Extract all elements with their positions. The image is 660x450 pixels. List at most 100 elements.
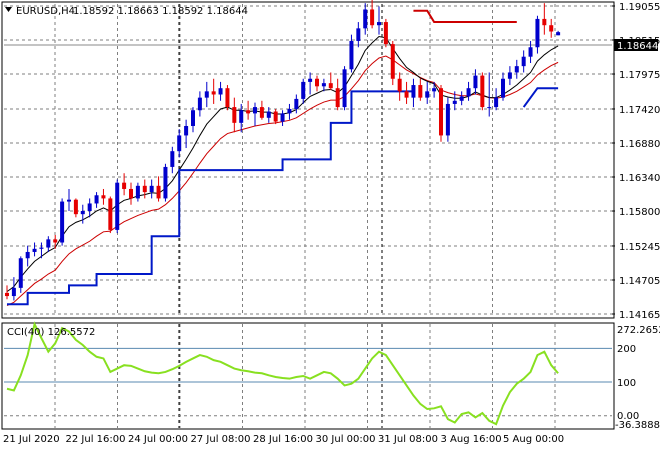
- candle-body: [87, 203, 92, 212]
- candle-body: [156, 185, 161, 199]
- candle-body: [115, 182, 120, 230]
- candle-body: [473, 75, 478, 89]
- candle-body: [439, 88, 443, 136]
- candle-body: [452, 100, 457, 104]
- candle-body: [135, 185, 140, 199]
- candle-body: [225, 88, 230, 108]
- candle-body: [487, 107, 492, 109]
- candle-body: [397, 78, 402, 92]
- candle-body: [197, 97, 202, 111]
- candle-body: [53, 239, 58, 243]
- candle-body: [370, 9, 375, 26]
- candle-body: [67, 199, 71, 202]
- candle-body: [404, 91, 409, 98]
- support-step-line-2: [522, 87, 559, 108]
- candle-body: [191, 110, 195, 126]
- chart-header: EURUSD,H4 1.18592 1.18663 1.18592 1.1864…: [5, 6, 248, 17]
- candle-body: [163, 166, 168, 199]
- candle-body: [418, 85, 423, 98]
- cci-polyline: [6, 321, 559, 426]
- price-tick-label: 1.16880: [619, 139, 660, 150]
- current-price-label: 1.18644: [617, 41, 658, 52]
- ohlc-values: 1.18592 1.18663 1.18592 1.18644: [73, 6, 248, 17]
- candle-body: [549, 25, 554, 32]
- candle-body: [266, 111, 271, 118]
- price-tick-label: 1.14165: [619, 310, 660, 321]
- candle-body: [321, 83, 326, 87]
- time-axis: 21 Jul 2020 22 Jul 16:00 24 Jul 00:00 27 Ju…: [3, 434, 564, 445]
- candle-body: [32, 248, 37, 252]
- candle-body: [459, 96, 464, 101]
- candle-body: [218, 88, 223, 95]
- candle-body: [170, 151, 175, 167]
- candle-body: [480, 75, 485, 108]
- candle-body: [246, 110, 251, 114]
- candle-body: [383, 22, 388, 45]
- dropdown-triangle-icon[interactable]: [5, 7, 12, 12]
- candle-body: [445, 103, 450, 136]
- cci-label: CCI(40) 126.5572: [7, 327, 95, 338]
- cci-scale-bottom: -36.3888: [615, 420, 660, 431]
- candle-body: [129, 188, 133, 199]
- candle-body: [501, 78, 505, 98]
- candle-body: [356, 28, 361, 41]
- candle-body: [232, 107, 237, 123]
- candle-body: [25, 251, 30, 259]
- candle-body: [94, 195, 99, 204]
- candle-body: [253, 107, 257, 114]
- price-tick-label: 1.17975: [619, 70, 660, 81]
- candle-body: [535, 18, 540, 48]
- candle-body: [80, 211, 85, 215]
- candle-body: [18, 258, 23, 288]
- candle-body: [342, 69, 347, 108]
- candle-body: [211, 91, 216, 95]
- time-axis-label: 31 Jul 08:00: [378, 434, 438, 445]
- candle-body: [514, 66, 519, 73]
- price-tick-label: 1.16340: [619, 173, 660, 184]
- candle-body: [280, 113, 285, 122]
- candle-body: [349, 40, 354, 70]
- indicator-panel[interactable]: [1, 322, 615, 430]
- time-axis-label: 28 Jul 16:00: [253, 434, 313, 445]
- candle-body: [542, 18, 547, 26]
- candle-body: [108, 198, 113, 230]
- candle-body: [377, 22, 381, 26]
- candle-body: [432, 88, 437, 92]
- candle-body: [425, 91, 430, 98]
- candle-body: [556, 32, 561, 36]
- candle-body: [328, 83, 333, 89]
- time-axis-label: 27 Jul 08:00: [191, 434, 251, 445]
- price-tick-label: 1.17420: [619, 105, 660, 116]
- candle-body: [494, 97, 499, 108]
- candle-body: [39, 247, 44, 249]
- resistance-step-line: [413, 9, 517, 24]
- time-axis-label: 30 Jul 00:00: [316, 434, 376, 445]
- support-step-line: [7, 90, 414, 306]
- candle-body: [294, 98, 299, 109]
- cci-level-200-label: 200: [617, 344, 636, 355]
- candle-body: [521, 56, 526, 67]
- candle-body: [46, 239, 51, 248]
- candle-body: [101, 195, 106, 199]
- candle-body: [308, 78, 313, 82]
- candlesticks: [5, 0, 561, 301]
- candle-body: [507, 72, 512, 79]
- symbol-timeframe: EURUSD,H4: [16, 6, 75, 17]
- candle-body: [528, 47, 533, 57]
- current-price-tag-bg: [614, 39, 658, 51]
- candle-body: [335, 88, 340, 108]
- candle-body: [142, 185, 147, 193]
- candle-body: [363, 9, 368, 29]
- candle-body: [5, 292, 9, 297]
- price-tick-label: 1.19055: [619, 2, 660, 13]
- price-tick-label: 1.14705: [619, 276, 660, 287]
- cci-level-0-label: 0.00: [617, 411, 639, 422]
- cci-level-lines: [4, 347, 612, 417]
- price-tick-label: 1.15800: [619, 207, 660, 218]
- candle-body: [177, 135, 182, 152]
- cci-line: [6, 321, 559, 426]
- candle-body: [11, 287, 16, 297]
- time-axis-label: 5 Aug 00:00: [503, 434, 564, 445]
- cci-scale-top: 272.2652: [617, 325, 660, 336]
